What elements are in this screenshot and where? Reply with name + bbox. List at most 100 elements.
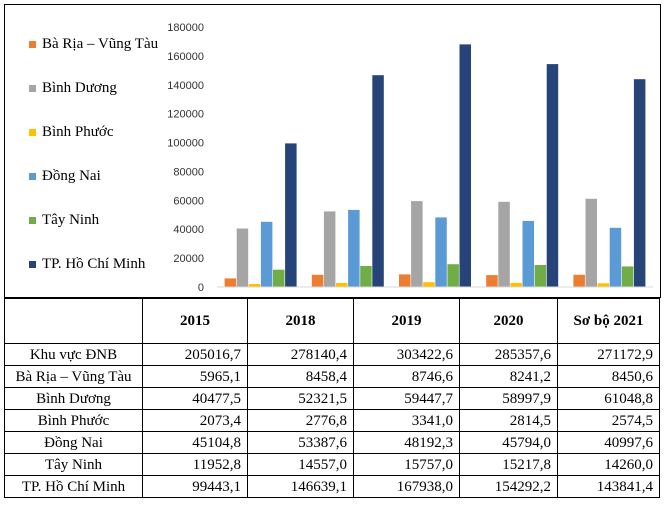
table-cell: 99443,1: [142, 475, 248, 498]
row-label: Bình Phước: [4, 409, 143, 432]
table-cell: 303422,6: [353, 343, 460, 366]
legend-swatch-tp-ho-chi-minh: [29, 260, 36, 268]
y-tick-label: 80000: [173, 166, 204, 178]
table-cell: 278140,4: [247, 343, 354, 366]
bar: [621, 266, 634, 287]
table-row: Khu vực ĐNB 205016,7 278140,4 303422,6 28535…: [4, 343, 660, 366]
legend-item-tp-ho-chi-minh: TP. Hồ Chí Minh: [29, 254, 145, 274]
table-cell: 143841,4: [557, 475, 660, 498]
table-row: Đồng Nai 45104,8 53387,6 48192,3 45794,0 4099…: [4, 431, 660, 454]
bar: [423, 282, 435, 287]
table-header-2018: 2018: [247, 298, 354, 344]
bar: [224, 278, 237, 287]
table-row: Bình Dương 40477,5 52321,5 59447,7 58997,9 61…: [4, 387, 660, 410]
y-tick-label: 20000: [173, 253, 204, 265]
legend-swatch-ba-ria-vung-tau: [29, 40, 36, 48]
table-cell: 14260,0: [557, 453, 660, 476]
legend-label-tay-ninh: Tây Ninh: [42, 211, 100, 228]
table-cell: 2574,5: [557, 409, 660, 432]
bar: [323, 211, 336, 287]
legend-item-dong-nai: Đồng Nai: [29, 166, 101, 186]
table-cell: 8458,4: [247, 365, 354, 388]
table-cell: 154292,2: [459, 475, 558, 498]
table-cell: 205016,7: [142, 343, 248, 366]
y-tick-label: 180000: [167, 22, 204, 34]
legend-label-binh-phuoc: Bình Phước: [42, 123, 114, 140]
bar: [447, 264, 459, 287]
table-cell: 167938,0: [353, 475, 460, 498]
bar: [522, 220, 534, 287]
row-label: Bình Dương: [4, 387, 143, 410]
legend-item-binh-duong: Bình Dương: [29, 78, 117, 98]
row-label: Khu vực ĐNB: [4, 343, 143, 366]
table-header-corner: [4, 298, 143, 344]
bar: [260, 221, 273, 287]
bar: [248, 284, 261, 287]
y-tick-label: 140000: [167, 80, 204, 92]
bar: [609, 227, 622, 287]
bar: [360, 266, 372, 287]
bar: [236, 228, 249, 287]
table-cell: 8241,2: [459, 365, 558, 388]
bar: [372, 75, 384, 287]
row-label: Bà Rịa – Vũng Tàu: [4, 365, 143, 388]
table-cell: 5965,1: [142, 365, 248, 388]
data-table: 2015 2018 2019 2020 Sơ bộ 2021 Khu vực Đ…: [4, 298, 660, 498]
bar: [311, 274, 324, 287]
table-cell: 8746,6: [353, 365, 460, 388]
bar: [585, 198, 597, 287]
legend-item-binh-phuoc: Bình Phước: [29, 122, 113, 142]
table-cell: 45794,0: [459, 431, 558, 454]
legend-label-dong-nai: Đồng Nai: [42, 167, 101, 184]
bar: [459, 44, 471, 288]
y-tick-label: 100000: [167, 138, 204, 150]
table-body: Khu vực ĐNB 205016,7 278140,4 303422,6 28535…: [4, 343, 660, 498]
table-cell: 15217,8: [459, 453, 558, 476]
table-header-2020: 2020: [459, 298, 558, 344]
bar: [633, 79, 646, 287]
table-cell: 3341,0: [353, 409, 460, 432]
bar: [348, 209, 360, 287]
legend-swatch-tay-ninh: [29, 216, 36, 224]
bar-chart: 0 20000 40000 60000 80000 100000 120000 140000 1…: [167, 22, 653, 294]
y-tick-label: 0: [198, 282, 204, 294]
table-cell: 2073,4: [142, 409, 248, 432]
y-tick-label: 60000: [173, 195, 204, 207]
table-cell: 15757,0: [353, 453, 460, 476]
legend-swatch-binh-phuoc: [29, 128, 36, 136]
table-header-row: 2015 2018 2019 2020 Sơ bộ 2021: [4, 298, 660, 344]
table-cell: 40997,6: [557, 431, 660, 454]
bar: [510, 282, 522, 287]
bar: [336, 283, 348, 287]
table-cell: 58997,9: [459, 387, 558, 410]
table-cell: 40477,5: [142, 387, 248, 410]
bar: [411, 201, 423, 287]
bar: [399, 274, 411, 287]
table-cell: 11952,8: [142, 453, 248, 476]
bar: [498, 201, 510, 287]
y-tick-label: 160000: [167, 51, 204, 63]
row-label: Tây Ninh: [4, 453, 143, 476]
legend-swatch-dong-nai: [29, 172, 36, 180]
table-cell: 45104,8: [142, 431, 248, 454]
table-header-2019: 2019: [353, 298, 460, 344]
row-label: TP. Hồ Chí Minh: [4, 475, 143, 498]
bar: [546, 64, 559, 287]
table-cell: 2776,8: [247, 409, 354, 432]
table-cell: 271172,9: [557, 343, 660, 366]
table-cell: 14557,0: [247, 453, 354, 476]
legend-item-tay-ninh: Tây Ninh: [29, 210, 99, 230]
table-cell: 146639,1: [247, 475, 354, 498]
legend-item-ba-ria-vung-tau: Bà Rịa – Vũng Tàu: [29, 34, 158, 54]
bar: [273, 269, 285, 287]
table-row: TP. Hồ Chí Minh 99443,1 146639,1 167938,0 15…: [4, 475, 660, 498]
table-cell: 53387,6: [247, 431, 354, 454]
y-tick-label: 120000: [167, 109, 204, 121]
bar: [534, 265, 547, 287]
bar: [486, 275, 498, 287]
y-tick-label: 40000: [173, 224, 204, 236]
table-cell: 61048,8: [557, 387, 660, 410]
table-cell: 285357,6: [459, 343, 558, 366]
bar: [285, 143, 297, 287]
table-cell: 59447,7: [353, 387, 460, 410]
